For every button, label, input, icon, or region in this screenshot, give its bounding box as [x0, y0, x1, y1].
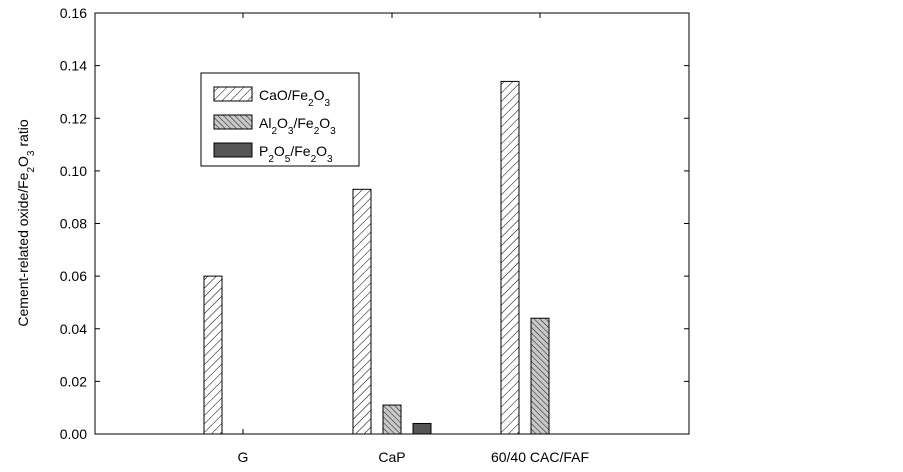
plot-area-frame	[94, 12, 690, 435]
bars-group	[203, 80, 550, 435]
bar	[530, 317, 550, 435]
legend: CaO/Fe2O3 Al2O3/Fe2O3 P2O5/Fe2O3	[200, 72, 360, 167]
y-axis-title: Cement-related oxide/Fe2O3 ratio	[15, 119, 37, 326]
legend-swatch	[213, 86, 253, 102]
legend-swatch	[213, 142, 253, 158]
x-axis: G CaP 60/40 CAC/FAF	[238, 13, 589, 465]
y-tick-label: 0.12	[60, 110, 87, 126]
bar	[412, 422, 432, 435]
y-tick-label: 0.14	[60, 58, 87, 74]
bar	[382, 404, 402, 435]
bar	[352, 188, 372, 435]
x-tick-label: G	[238, 449, 249, 465]
x-tick-label: CaP	[378, 449, 405, 465]
legend-label: P2O5/Fe2O3	[259, 143, 333, 165]
x-tick-label: 60/40 CAC/FAF	[491, 449, 589, 465]
y-tick-label: 0.06	[60, 268, 87, 284]
legend-label: CaO/Fe2O3	[259, 87, 330, 109]
y-tick-label: 0.10	[60, 163, 87, 179]
bar	[203, 275, 223, 435]
y-tick-label: 0.00	[60, 426, 87, 442]
y-tick-label: 0.08	[60, 216, 87, 232]
y-axis: 0.00 0.02 0.04 0.06 0.08 0.10 0.12 0.14 0.16	[60, 5, 689, 442]
bar	[500, 80, 520, 435]
y-tick-label: 0.16	[60, 5, 87, 21]
legend-label: Al2O3/Fe2O3	[259, 115, 336, 137]
legend-swatch	[213, 114, 253, 130]
legend-items: CaO/Fe2O3 Al2O3/Fe2O3 P2O5/Fe2O3	[213, 86, 336, 165]
y-tick-label: 0.04	[60, 321, 87, 337]
y-tick-label: 0.02	[60, 373, 87, 389]
